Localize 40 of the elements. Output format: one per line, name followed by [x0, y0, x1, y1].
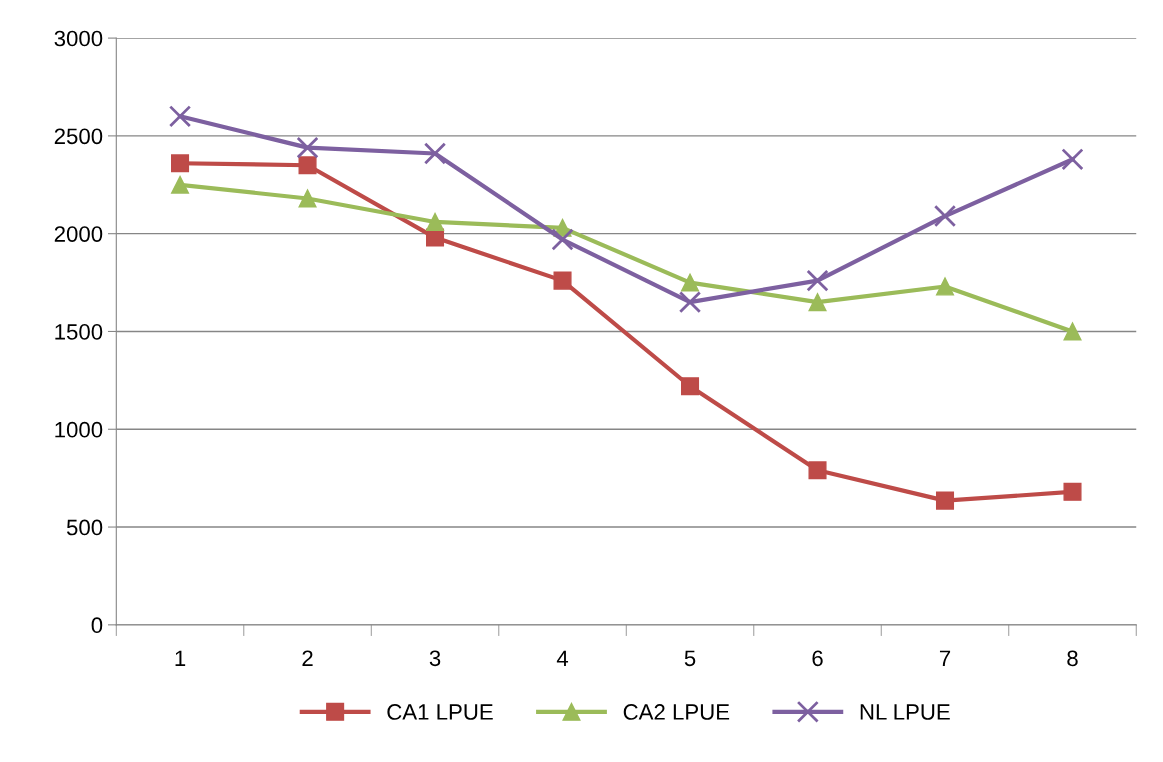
y-tick-label: 2500 — [54, 128, 103, 145]
point — [935, 277, 955, 296]
x-tick-label: 7 — [939, 650, 951, 666]
point — [933, 204, 957, 228]
point — [1063, 482, 1082, 501]
x-tick-label: 1 — [175, 650, 186, 666]
point — [678, 291, 702, 314]
point — [1061, 148, 1084, 171]
legend-label: CA2 LPUE — [623, 704, 730, 720]
point — [298, 156, 317, 175]
point — [935, 491, 955, 510]
y-tick-label: 1500 — [55, 324, 103, 340]
point — [423, 142, 447, 165]
y-tick-label: 1000 — [55, 421, 103, 438]
point — [808, 461, 827, 480]
x-tick-label: 2 — [302, 650, 313, 666]
point — [296, 136, 319, 159]
x-tick-label: 4 — [556, 650, 569, 666]
point — [171, 154, 190, 173]
point — [298, 189, 317, 208]
legend-label: NL LPUE — [860, 704, 950, 720]
x-tick-label: 3 — [429, 650, 441, 667]
x-tick-label: 5 — [684, 650, 696, 667]
point — [551, 228, 574, 251]
point — [426, 212, 445, 231]
y-tick-label: 500 — [66, 519, 103, 536]
point — [553, 271, 572, 290]
y-tick-label: 2000 — [54, 226, 103, 242]
y-tick-label: 3000 — [54, 30, 103, 47]
point — [680, 377, 700, 396]
point — [808, 293, 827, 312]
point — [1063, 322, 1082, 341]
x-tick-label: 8 — [1067, 650, 1078, 667]
y-tick-label: 0 — [91, 617, 103, 634]
point — [171, 175, 190, 194]
point — [680, 273, 700, 292]
point — [806, 269, 829, 292]
legend-label: CA1 LPUE — [387, 704, 493, 720]
point — [168, 105, 192, 128]
x-tick-label: 6 — [812, 650, 823, 667]
